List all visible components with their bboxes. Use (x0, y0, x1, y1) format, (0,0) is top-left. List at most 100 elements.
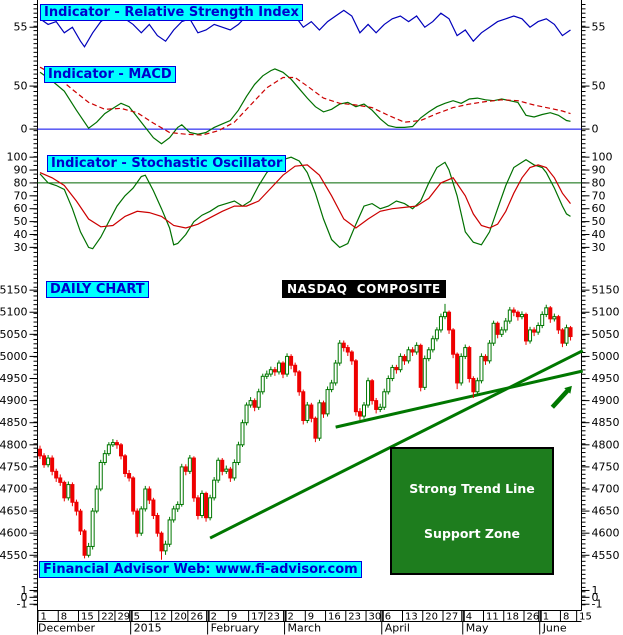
svg-text:60: 60 (14, 202, 28, 215)
svg-text:4850: 4850 (592, 416, 620, 429)
up-trend-arrow-icon (550, 385, 572, 409)
daily-chart-label: DAILY CHART (46, 281, 149, 298)
svg-text:5050: 5050 (0, 328, 28, 341)
svg-text:23: 23 (348, 612, 361, 623)
svg-text:50: 50 (14, 80, 28, 93)
svg-text:5: 5 (134, 612, 140, 623)
svg-text:50: 50 (592, 80, 606, 93)
support-zone-callout: Strong Trend Line Support Zone (390, 447, 554, 575)
svg-text:4: 4 (466, 612, 472, 623)
svg-text:2015: 2015 (134, 622, 162, 635)
macd-panel: 50 50 0 0 (14, 66, 606, 145)
rsi-panel-title: Indicator - Relative Strength Index (40, 4, 303, 21)
svg-text:4550: 4550 (0, 549, 28, 562)
svg-text:1: 1 (21, 584, 28, 597)
svg-text:5150: 5150 (592, 284, 620, 297)
footer-website-label: Financial Advisor Web: www.fi-advisor.co… (39, 561, 362, 578)
svg-text:4950: 4950 (592, 372, 620, 385)
candles (38, 303, 573, 560)
svg-text:26: 26 (527, 612, 540, 623)
svg-text:April: April (385, 622, 410, 635)
svg-text:4700: 4700 (592, 482, 620, 495)
support-zone-line1: Strong Trend Line (409, 481, 535, 496)
svg-text:80: 80 (14, 176, 28, 189)
svg-text:27: 27 (446, 612, 459, 623)
svg-text:100: 100 (592, 151, 613, 164)
svg-text:30: 30 (369, 612, 382, 623)
svg-text:8: 8 (563, 612, 569, 623)
svg-text:1: 1 (543, 612, 549, 623)
y-axes (33, 0, 586, 611)
svg-text:70: 70 (14, 189, 28, 202)
svg-text:50: 50 (592, 215, 606, 228)
svg-text:5000: 5000 (0, 350, 28, 363)
svg-text:50: 50 (14, 215, 28, 228)
svg-text:17: 17 (251, 612, 264, 623)
svg-text:-1: -1 (17, 598, 28, 611)
svg-text:23: 23 (267, 612, 280, 623)
svg-text:4800: 4800 (592, 438, 620, 451)
svg-text:60: 60 (592, 202, 606, 215)
svg-text:4800: 4800 (0, 438, 28, 451)
svg-text:4750: 4750 (0, 460, 28, 473)
svg-text:16: 16 (328, 612, 341, 623)
svg-text:-1: -1 (592, 598, 603, 611)
sub-axis: 1 10 0-1 -1 (17, 584, 603, 611)
svg-text:15: 15 (579, 612, 592, 623)
svg-text:4600: 4600 (0, 527, 28, 540)
svg-text:80: 80 (592, 176, 606, 189)
svg-text:4950: 4950 (0, 372, 28, 385)
svg-text:22: 22 (101, 612, 114, 623)
symbol-name-badge: NASDAQ COMPOSITE (282, 280, 446, 298)
svg-text:5000: 5000 (592, 350, 620, 363)
svg-text:55: 55 (592, 21, 606, 34)
svg-text:20: 20 (425, 612, 438, 623)
svg-text:15: 15 (81, 612, 94, 623)
svg-text:4600: 4600 (592, 527, 620, 540)
svg-text:12: 12 (154, 612, 167, 623)
svg-text:100: 100 (7, 151, 28, 164)
svg-text:90: 90 (14, 164, 28, 177)
svg-text:20: 20 (174, 612, 187, 623)
svg-text:2: 2 (211, 612, 217, 623)
svg-text:6: 6 (385, 612, 391, 623)
svg-text:December: December (38, 622, 96, 635)
svg-text:11: 11 (486, 612, 499, 623)
svg-text:40: 40 (592, 228, 606, 241)
svg-text:May: May (466, 622, 489, 635)
svg-text:4700: 4700 (0, 482, 28, 495)
stochastic-panel-title: Indicator - Stochastic Oscillator (47, 155, 287, 172)
svg-text:0: 0 (21, 123, 28, 136)
svg-text:9: 9 (308, 612, 314, 623)
svg-text:29: 29 (117, 612, 130, 623)
svg-text:9: 9 (231, 612, 237, 623)
svg-text:5150: 5150 (0, 284, 28, 297)
svg-text:5100: 5100 (0, 306, 28, 319)
svg-text:4650: 4650 (592, 505, 620, 518)
svg-text:18: 18 (506, 612, 519, 623)
svg-text:March: March (288, 622, 322, 635)
macd-panel-title: Indicator - MACD (44, 66, 176, 83)
svg-text:30: 30 (14, 241, 28, 254)
svg-text:1: 1 (41, 612, 47, 623)
svg-text:5100: 5100 (592, 306, 620, 319)
svg-text:June: June (542, 622, 567, 635)
svg-text:4550: 4550 (592, 549, 620, 562)
svg-text:90: 90 (592, 164, 606, 177)
svg-text:40: 40 (14, 228, 28, 241)
svg-text:4900: 4900 (592, 394, 620, 407)
svg-text:0: 0 (592, 123, 599, 136)
svg-text:0: 0 (21, 591, 28, 604)
svg-text:4900: 4900 (0, 394, 28, 407)
svg-text:30: 30 (592, 241, 606, 254)
svg-text:26: 26 (190, 612, 203, 623)
svg-text:13: 13 (405, 612, 418, 623)
svg-text:8: 8 (61, 612, 67, 623)
svg-text:1: 1 (592, 584, 599, 597)
svg-text:70: 70 (592, 189, 606, 202)
